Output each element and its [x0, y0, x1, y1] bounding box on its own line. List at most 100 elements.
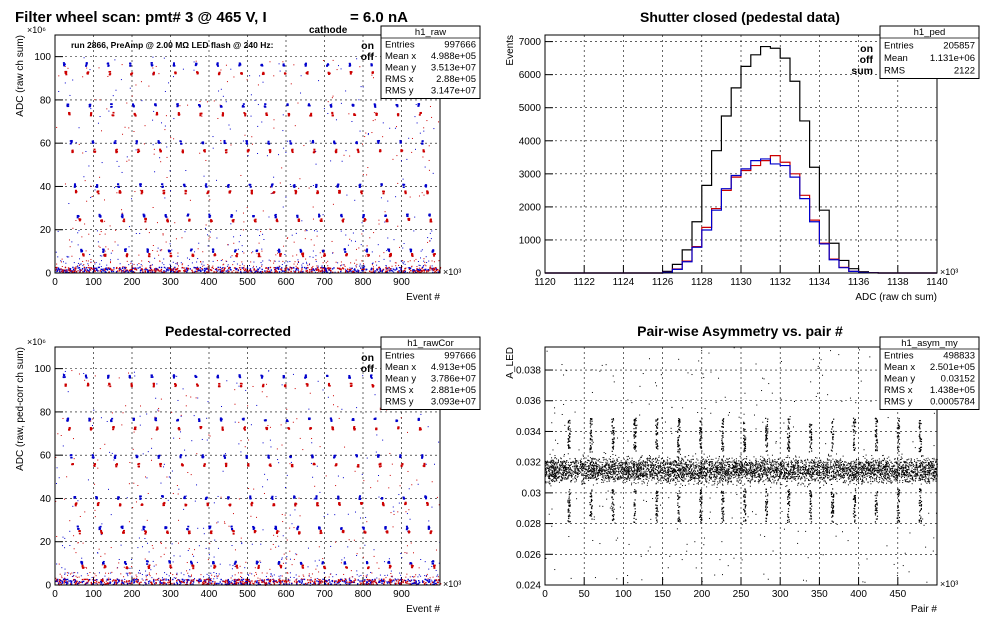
noise-point	[261, 250, 263, 252]
off-point	[181, 464, 184, 466]
noise-point	[55, 500, 57, 502]
noise-point	[167, 499, 169, 501]
baseline-point	[377, 271, 380, 273]
on-point	[209, 525, 212, 528]
y-tick-label: 5000	[519, 103, 542, 114]
y-tick-label: 60	[40, 139, 52, 150]
on-point	[88, 418, 91, 420]
noise-point	[101, 564, 103, 566]
noise-point	[355, 248, 357, 250]
noise-point	[414, 216, 416, 218]
on-point	[223, 142, 226, 145]
off-point	[210, 220, 213, 223]
off-point	[97, 192, 100, 195]
noise-point	[251, 143, 253, 145]
baseline-point	[287, 580, 290, 582]
noise-point	[64, 183, 66, 185]
noise-point	[184, 231, 186, 233]
baseline-point	[135, 269, 138, 271]
noise-point	[179, 437, 181, 439]
noise-point	[378, 475, 380, 477]
y-tick-label: 0	[45, 269, 51, 280]
noise-point	[272, 578, 274, 580]
noise-point	[350, 262, 352, 264]
off-point	[203, 149, 206, 151]
noise-point	[244, 446, 246, 448]
noise-point	[431, 230, 433, 232]
off-point	[100, 530, 103, 533]
noise-point	[69, 544, 71, 546]
noise-point	[436, 496, 438, 498]
off-point	[71, 150, 74, 152]
baseline-point	[200, 270, 202, 272]
noise-point	[153, 565, 155, 567]
baseline-point	[209, 578, 212, 581]
noise-point	[209, 199, 211, 201]
noise-point	[64, 537, 66, 539]
noise-point	[253, 261, 255, 263]
baseline-point	[107, 582, 109, 585]
baseline-point	[237, 582, 240, 585]
noise-point	[68, 572, 70, 574]
noise-point	[95, 583, 97, 585]
noise-point	[349, 577, 351, 579]
baseline-point	[245, 579, 248, 582]
baseline-point	[431, 581, 434, 583]
baseline-point	[263, 581, 265, 583]
noise-point	[121, 64, 123, 66]
on-point	[164, 214, 167, 217]
noise-point	[337, 406, 339, 408]
noise-point	[148, 261, 150, 263]
noise-point	[172, 76, 174, 78]
noise-point	[400, 417, 402, 419]
noise-point	[261, 264, 263, 266]
baseline-point	[134, 268, 136, 271]
on-point	[238, 374, 241, 376]
noise-point	[73, 572, 75, 574]
baseline-point	[157, 269, 159, 272]
baseline-point	[372, 583, 374, 585]
noise-point	[150, 264, 152, 266]
baseline-point	[99, 270, 101, 272]
noise-point	[58, 75, 60, 77]
noise-point	[154, 257, 156, 259]
off-point	[243, 427, 246, 429]
on-point	[96, 184, 99, 186]
noise-point	[278, 265, 280, 267]
noise-point	[64, 547, 66, 549]
off-point	[239, 382, 242, 385]
baseline-point	[138, 583, 141, 585]
noise-point	[416, 122, 418, 124]
noise-point	[121, 212, 123, 214]
noise-point	[96, 583, 98, 585]
noise-point	[108, 110, 110, 112]
noise-point	[171, 470, 173, 472]
baseline-point	[64, 269, 67, 271]
baseline-point	[83, 270, 86, 273]
baseline-point	[78, 581, 81, 583]
noise-point	[349, 155, 351, 157]
noise-point	[345, 90, 347, 92]
baseline-point	[109, 578, 112, 581]
baseline-point	[140, 269, 142, 271]
noise-point	[427, 426, 429, 428]
baseline-point	[229, 266, 231, 269]
noise-point	[289, 581, 291, 583]
baseline-point	[320, 582, 322, 584]
y-tick-label: 80	[40, 407, 52, 418]
noise-point	[216, 582, 218, 584]
noise-point	[262, 442, 264, 444]
baseline-point	[247, 271, 249, 273]
noise-point	[144, 558, 146, 560]
noise-point	[287, 140, 289, 142]
noise-point	[91, 576, 93, 578]
noise-point	[433, 261, 435, 263]
noise-point	[428, 568, 430, 570]
axes: 0 100 200 300 400 500 600 700 800 900020406080100…	[15, 25, 461, 303]
noise-point	[398, 264, 400, 266]
on-point	[106, 62, 109, 65]
noise-point	[172, 561, 174, 563]
noise-point	[381, 465, 383, 467]
y-tick-label: 6000	[519, 70, 542, 81]
noise-point	[244, 580, 246, 582]
